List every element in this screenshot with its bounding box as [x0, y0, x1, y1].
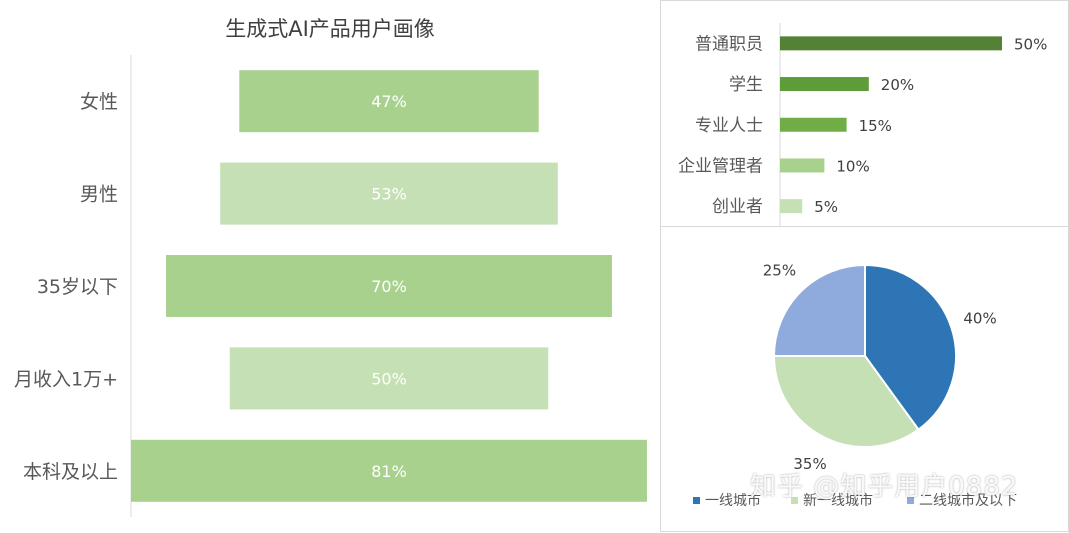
legend-marker-1 [693, 497, 700, 504]
category-label-1: 普通职员 [695, 34, 763, 54]
category-label-2: 男性 [80, 184, 118, 206]
data-label-1: 40% [963, 310, 996, 328]
funnel-chart: 生成式AI产品用户画像 47% 女性 53% 男性 70% 35岁以下 50% 月收入1万+ 81… [14, 17, 647, 517]
funnel-chart-panel: 生成式AI产品用户画像 47% 女性 53% 男性 70% 35岁以下 50% 月收入1万+ 81… [13, 17, 647, 517]
data-label-3: 25% [763, 261, 796, 279]
pie-slice-3 [772, 263, 866, 357]
bar-3 [166, 255, 612, 317]
watermark: 知乎 @知乎用户0882 [750, 472, 1019, 502]
bar-4 [780, 158, 825, 173]
category-label-3: 35岁以下 [37, 276, 118, 298]
category-label-4: 企业管理者 [678, 156, 763, 176]
data-label-2: 53% [371, 185, 407, 204]
bar-1 [239, 70, 539, 133]
legend-marker-2 [791, 497, 798, 504]
occupation-bar-chart: 50% 普通职员 20% 学生 15% 专业人士 10% 企业管理者 5% 创业者 [678, 23, 1047, 226]
bar-4 [229, 347, 549, 410]
city-pie-chart: 40% 35% 25% 一线城市 新一线城市 二线城市及以下 [693, 261, 1017, 509]
legend-marker-3 [907, 497, 914, 504]
category-label-3: 专业人士 [695, 116, 763, 136]
pie-slice-2 [772, 355, 920, 448]
category-label-2: 学生 [729, 75, 763, 95]
bar-5 [131, 439, 647, 502]
city-pie-chart-panel: 40% 35% 25% 一线城市 新一线城市 二线城市及以下 [660, 226, 1069, 532]
data-label-5: 5% [814, 198, 838, 216]
data-label-1: 47% [371, 92, 407, 111]
bar-1 [780, 36, 1002, 51]
category-label-5: 创业者 [712, 197, 763, 217]
legend-label-1: 一线城市 [705, 492, 761, 509]
occupation-chart-panel: 50% 普通职员 20% 学生 15% 专业人士 10% 企业管理者 5% 创业者 [660, 0, 1069, 228]
pie-slice-1 [864, 263, 957, 432]
data-label-3: 70% [371, 277, 407, 296]
data-label-2: 35% [793, 455, 826, 473]
chart-title: 生成式AI产品用户画像 [225, 17, 435, 41]
legend-label-3: 二线城市及以下 [919, 492, 1017, 509]
data-label-3: 15% [859, 117, 892, 135]
bar-3 [780, 117, 847, 132]
data-label-1: 50% [1014, 35, 1047, 53]
legend-label-2: 新一线城市 [803, 492, 873, 509]
data-label-2: 20% [881, 76, 914, 94]
category-label-4: 月收入1万+ [14, 368, 118, 390]
bar-2 [780, 77, 869, 92]
data-label-4: 50% [371, 369, 407, 388]
category-label-5: 本科及以上 [23, 461, 118, 483]
data-label-5: 81% [371, 462, 407, 481]
bar-5 [780, 199, 803, 214]
data-label-4: 10% [836, 157, 869, 175]
category-label-1: 女性 [80, 91, 118, 113]
bar-2 [220, 162, 558, 225]
